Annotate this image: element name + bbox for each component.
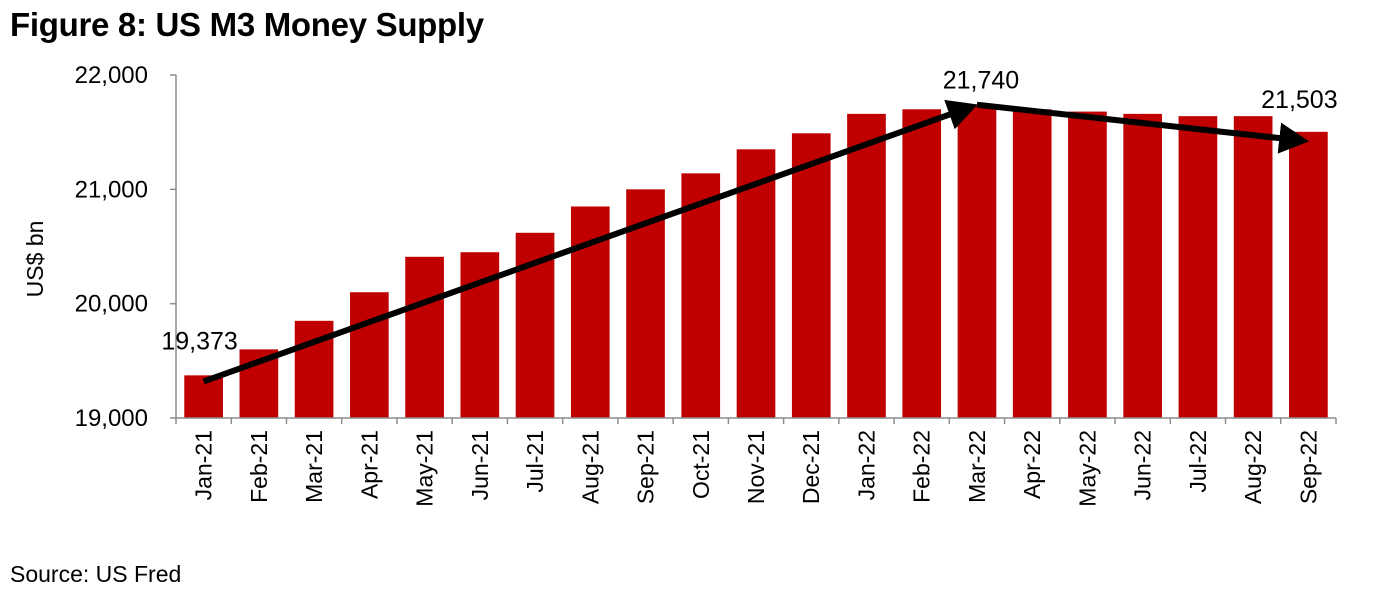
x-tick-label-apr-22: Apr-22 xyxy=(1019,430,1045,499)
trend-arrow-1 xyxy=(202,99,978,385)
y-tick-label: 20,000 xyxy=(75,291,148,318)
bar-may-22 xyxy=(1068,111,1107,418)
x-tick-label-sep-22: Sep-22 xyxy=(1295,430,1321,504)
x-tick-label-dec-21: Dec-21 xyxy=(798,430,824,504)
x-tick-label-mar-21: Mar-21 xyxy=(301,430,327,503)
bar-apr-22 xyxy=(1012,109,1052,419)
x-tick-label-oct-21: Oct-21 xyxy=(688,430,714,499)
bar-jan-21 xyxy=(184,375,223,418)
x-tick-label-aug-22: Aug-22 xyxy=(1240,430,1266,504)
bar-jun-22 xyxy=(1123,113,1162,419)
bar-sep-22 xyxy=(1289,131,1328,418)
bar-nov-21 xyxy=(736,149,776,418)
y-axis-label: US$ bn xyxy=(22,221,48,298)
bars-layer xyxy=(184,104,1328,419)
figure-title: Figure 8: US M3 Money Supply xyxy=(10,6,484,43)
trend-arrow-2 xyxy=(976,101,1310,154)
bar-apr-21 xyxy=(350,292,389,418)
x-tick-label-jun-21: Jun-21 xyxy=(467,430,493,500)
x-tick-label-sep-21: Sep-21 xyxy=(633,430,659,504)
bar-aug-22 xyxy=(1233,116,1273,418)
x-tick-label-nov-21: Nov-21 xyxy=(743,430,769,504)
bar-jan-22 xyxy=(847,113,886,419)
x-tick-label-may-21: May-21 xyxy=(412,430,438,507)
y-tick-label: 22,000 xyxy=(75,62,148,89)
x-tick-label-jan-21: Jan-21 xyxy=(191,430,217,500)
bar-jul-22 xyxy=(1178,116,1218,418)
axis-layer: 19,000 20,000 21,000 22,000 Jan-21 Feb-21 Mar-… xyxy=(75,62,1337,507)
x-tick-label-jul-21: Jul-21 xyxy=(522,430,548,493)
x-tick-label-feb-22: Feb-22 xyxy=(909,430,935,503)
x-tick-label-jul-22: Jul-22 xyxy=(1185,430,1211,493)
figure-source: Source: US Fred xyxy=(10,561,182,587)
y-tick-label: 21,000 xyxy=(75,176,148,203)
x-tick-label-feb-21: Feb-21 xyxy=(246,430,272,503)
bar-dec-21 xyxy=(791,133,831,418)
x-tick-label-mar-22: Mar-22 xyxy=(964,430,990,503)
bar-mar-22 xyxy=(957,104,997,418)
data-label-jan-21: 19,373 xyxy=(161,327,237,355)
x-tick-label-jun-22: Jun-22 xyxy=(1130,430,1156,500)
x-tick-label-aug-21: Aug-21 xyxy=(577,430,603,504)
bar-oct-21 xyxy=(681,173,721,418)
labels-layer: 19,373 21,740 21,503 xyxy=(161,67,1337,356)
trend-arrows-layer xyxy=(202,99,1310,385)
x-tick-label-apr-21: Apr-21 xyxy=(356,430,382,499)
data-label-sep-22: 21,503 xyxy=(1261,86,1337,114)
y-tick-label: 19,000 xyxy=(75,405,148,432)
bar-may-21 xyxy=(405,256,444,418)
bar-feb-22 xyxy=(902,109,942,419)
x-tick-label-may-22: May-22 xyxy=(1074,430,1100,507)
data-label-mar-22: 21,740 xyxy=(943,67,1019,95)
x-tick-label-jan-22: Jan-22 xyxy=(853,430,879,500)
